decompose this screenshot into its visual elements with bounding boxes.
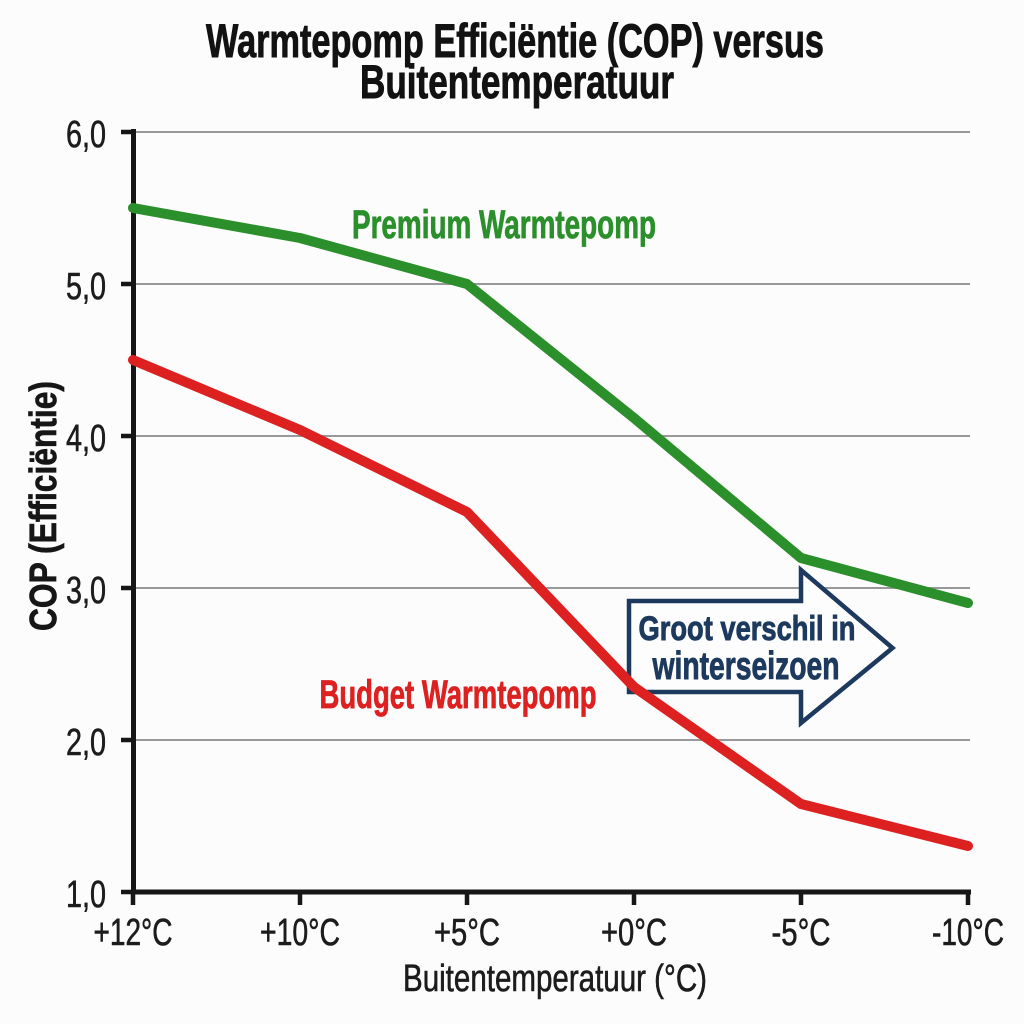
svg-text:4,0: 4,0 (66, 418, 106, 460)
svg-text:Groot verschil in: Groot verschil in (639, 610, 856, 648)
svg-text:Warmtepomp Efficiëntie (COP) v: Warmtepomp Efficiëntie (COP) versus (206, 14, 824, 67)
svg-text:+10°C: +10°C (260, 912, 340, 954)
svg-text:1,0: 1,0 (66, 874, 106, 916)
svg-text:Buitentemperatuur (°C): Buitentemperatuur (°C) (403, 958, 707, 1000)
svg-text:+5°C: +5°C (434, 912, 500, 954)
svg-text:2,0: 2,0 (66, 722, 106, 764)
svg-text:5,0: 5,0 (66, 266, 106, 308)
svg-text:-10°C: -10°C (932, 912, 1004, 954)
svg-text:Budget Warmtepomp: Budget Warmtepomp (320, 673, 597, 717)
svg-text:+0°C: +0°C (601, 912, 667, 954)
svg-text:-5°C: -5°C (772, 912, 831, 954)
svg-text:COP (Efficiëntie): COP (Efficiëntie) (23, 381, 65, 631)
svg-text:6,0: 6,0 (66, 114, 106, 156)
svg-text:Buitentemperatuur: Buitentemperatuur (360, 55, 674, 108)
svg-text:winterseizoen: winterseizoen (652, 645, 840, 688)
svg-text:Premium Warmtepomp: Premium Warmtepomp (352, 203, 656, 247)
svg-text:3,0: 3,0 (66, 570, 106, 612)
svg-text:+12°C: +12°C (94, 912, 173, 954)
